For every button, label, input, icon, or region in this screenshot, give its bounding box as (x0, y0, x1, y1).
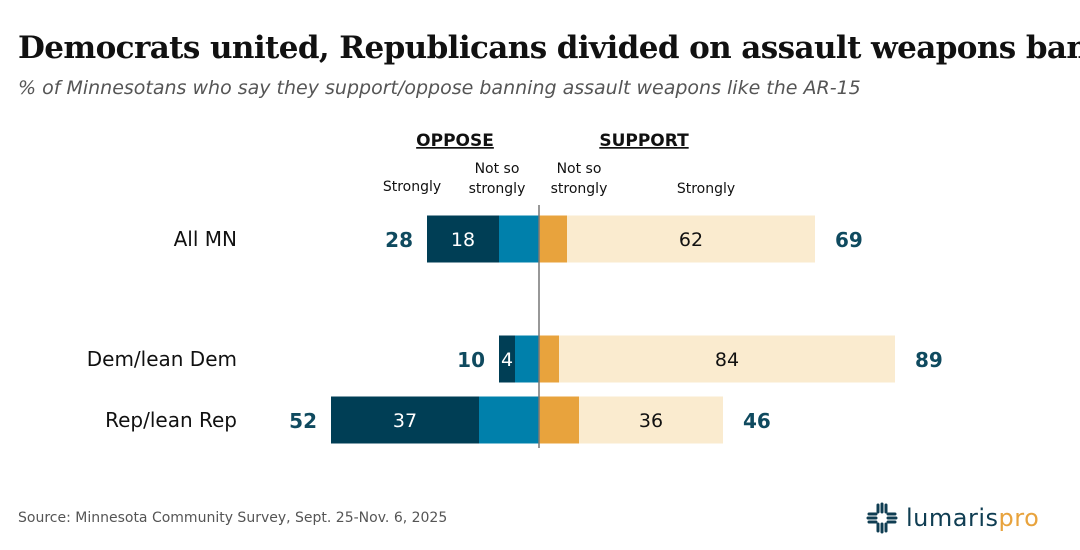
bar-support-not-so (539, 335, 559, 383)
segment-label-support-not-so: strongly (551, 181, 608, 197)
total-support: 46 (743, 409, 771, 433)
category-label: All MN (174, 227, 237, 251)
total-support: 69 (835, 228, 863, 252)
bar-support-not-so (539, 215, 567, 263)
category-label: Dem/lean Dem (87, 347, 237, 371)
total-oppose: 52 (289, 409, 317, 433)
bar-oppose-not-so (515, 335, 539, 383)
total-support: 89 (915, 348, 943, 372)
bar-oppose-strongly (331, 396, 479, 444)
segment-label-oppose-strongly: Strongly (383, 179, 441, 195)
category-label: Rep/lean Rep (105, 408, 237, 432)
bar-oppose-strongly (427, 215, 499, 263)
bar-oppose-strongly (499, 335, 515, 383)
data-label-oppose-strongly: 4 (501, 349, 513, 371)
bar-support-strongly (579, 396, 723, 444)
segment-label-oppose-not-so: strongly (469, 181, 526, 197)
bar-support-strongly (567, 215, 815, 263)
data-label-support-strongly: 62 (679, 229, 703, 251)
data-label-support-strongly: 84 (715, 349, 739, 371)
source-note: Source: Minnesota Community Survey, Sept… (18, 510, 448, 526)
logo-text: lumaris (906, 504, 999, 532)
bar-support-not-so (539, 396, 579, 444)
header-oppose: OPPOSE (416, 131, 494, 151)
data-label-support-strongly: 36 (639, 410, 663, 432)
chart-title: Democrats united, Republicans divided on… (18, 30, 1080, 66)
logo-accent: pro (998, 504, 1040, 532)
bar-support-strongly (559, 335, 895, 383)
chart-subtitle: % of Minnesotans who say they support/op… (18, 77, 861, 99)
segment-label-support-not-so: Not so (557, 161, 602, 177)
segment-label-support-strongly: Strongly (677, 181, 735, 197)
bar-oppose-not-so (499, 215, 539, 263)
total-oppose: 28 (385, 228, 413, 252)
logo: lumarispro (866, 502, 1039, 534)
data-label-oppose-strongly: 18 (451, 229, 475, 251)
segment-label-oppose-not-so: Not so (475, 161, 520, 177)
logo-icon (866, 502, 898, 534)
data-label-oppose-strongly: 37 (393, 410, 417, 432)
header-support: SUPPORT (599, 131, 689, 151)
bar-oppose-not-so (479, 396, 539, 444)
total-oppose: 10 (457, 348, 485, 372)
